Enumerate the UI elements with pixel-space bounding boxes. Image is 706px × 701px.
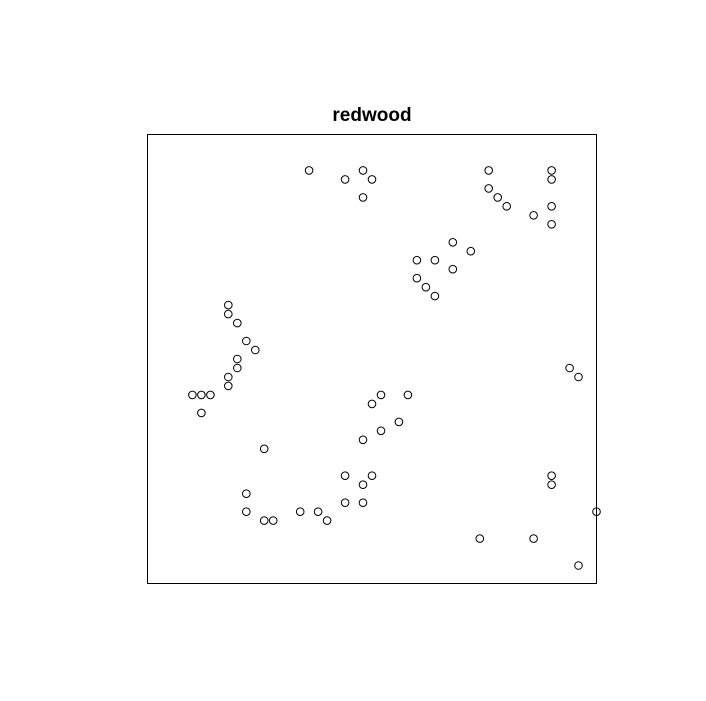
data-point-3 [359,167,367,175]
plot-frame [148,135,597,584]
data-point-1 [305,167,313,175]
chart-title: redwood [332,105,411,126]
data-point-61 [530,535,538,543]
data-point-38 [377,391,385,399]
data-point-50 [243,490,251,498]
data-point-10 [494,194,502,202]
data-point-14 [548,221,556,229]
data-point-30 [225,373,233,381]
data-point-5 [359,194,367,202]
data-point-33 [198,391,206,399]
data-point-29 [234,364,242,372]
data-point-12 [530,212,538,220]
data-point-23 [225,301,233,309]
data-point-22 [431,292,439,300]
data-point-57 [260,517,268,525]
data-point-28 [234,355,242,363]
data-point-55 [314,508,322,516]
data-point-20 [413,274,421,282]
data-point-62 [575,562,583,570]
data-point-18 [449,265,457,273]
data-point-45 [341,472,349,480]
data-point-35 [198,409,206,417]
data-point-59 [323,517,331,525]
data-point-19 [413,256,421,264]
data-point-6 [485,167,493,175]
data-point-51 [341,499,349,507]
data-point-24 [225,310,233,318]
data-point-44 [260,445,268,453]
data-point-7 [548,167,556,175]
data-point-58 [269,517,277,525]
data-point-36 [566,364,574,372]
data-point-21 [422,283,430,291]
data-point-48 [548,472,556,480]
data-point-53 [243,508,251,516]
data-point-40 [368,400,376,408]
data-point-17 [431,256,439,264]
data-point-43 [359,436,367,444]
data-point-42 [377,427,385,435]
data-point-8 [548,176,556,184]
data-point-41 [395,418,403,426]
data-point-4 [368,176,376,184]
data-point-9 [485,185,493,193]
data-point-47 [359,481,367,489]
data-point-34 [207,391,215,399]
data-point-11 [503,203,511,211]
data-point-16 [467,247,475,255]
data-point-39 [404,391,412,399]
data-point-52 [359,499,367,507]
data-point-46 [368,472,376,480]
data-point-37 [575,373,583,381]
data-point-31 [225,382,233,390]
data-point-26 [243,337,251,345]
data-point-54 [296,508,304,516]
data-point-27 [252,346,260,354]
point-layer [189,167,601,570]
data-point-13 [548,203,556,211]
data-point-32 [189,391,197,399]
data-point-15 [449,239,457,247]
data-point-25 [234,319,242,327]
data-point-60 [476,535,484,543]
data-point-2 [341,176,349,184]
data-point-49 [548,481,556,489]
